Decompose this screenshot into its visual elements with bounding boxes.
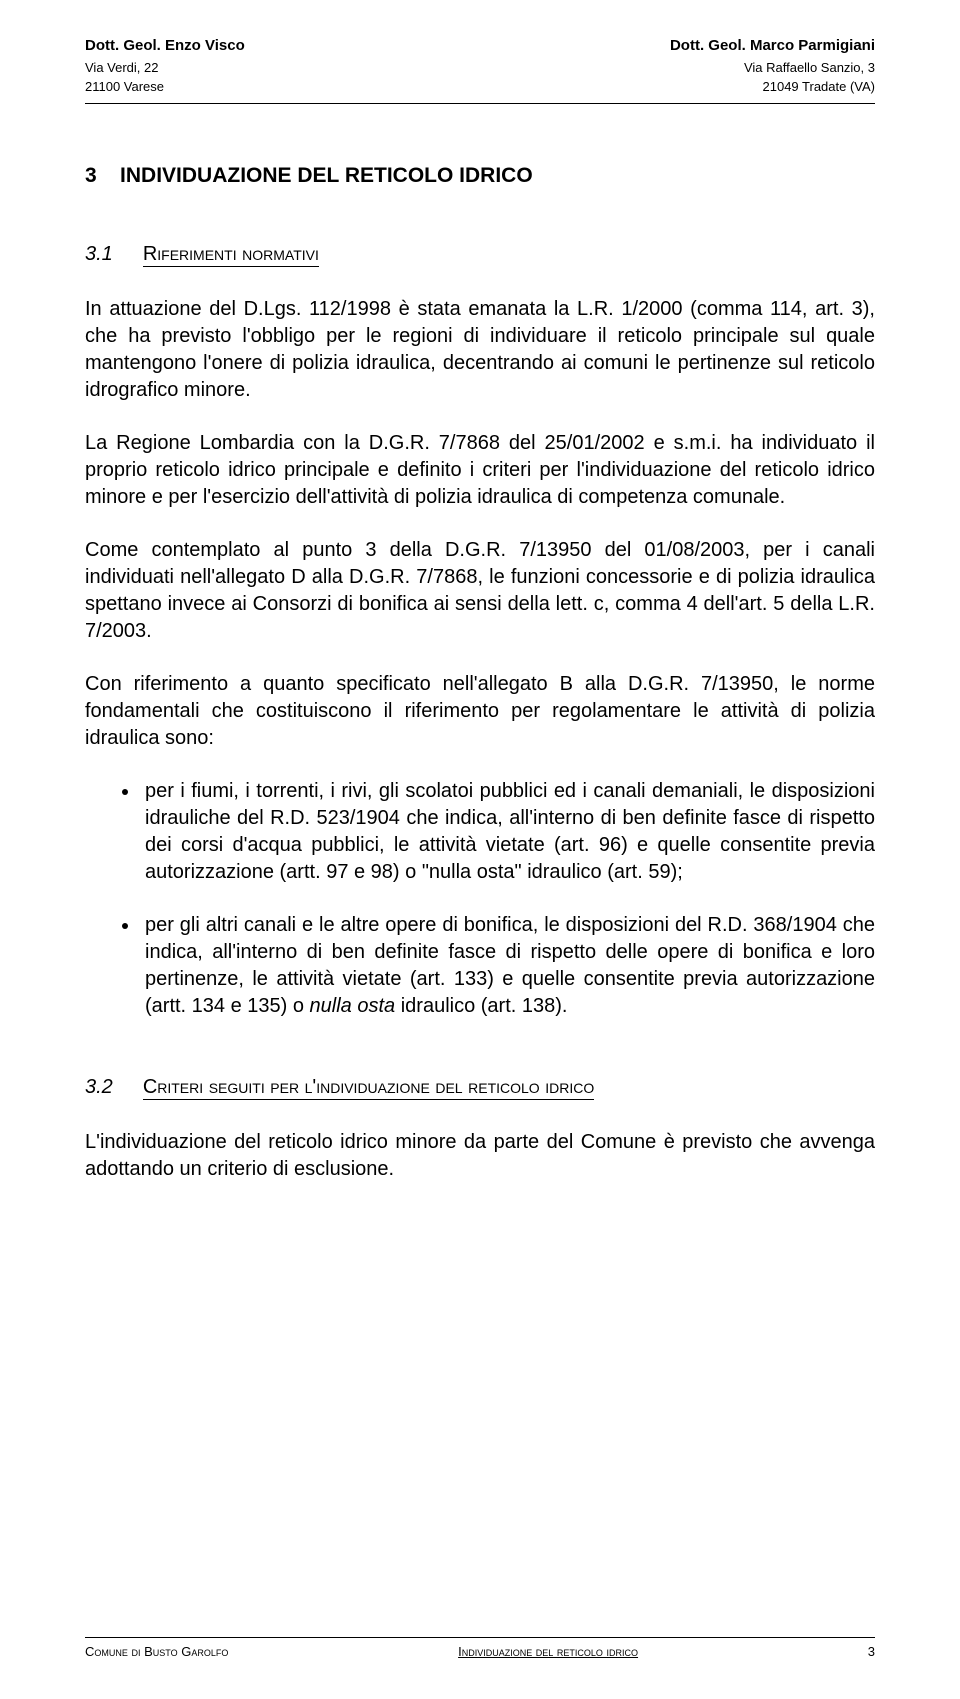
footer-left-text: Comune di Busto Garolfo <box>85 1644 228 1659</box>
author-left-name: Dott. Geol. Enzo Visco <box>85 35 245 58</box>
paragraph-1: In attuazione del D.Lgs. 112/1998 è stat… <box>85 296 875 404</box>
paragraph-2: La Regione Lombardia con la D.G.R. 7/786… <box>85 430 875 511</box>
paragraph-4: Con riferimento a quanto specificato nel… <box>85 671 875 752</box>
subsection-3-2-number: 3.2 <box>85 1076 113 1098</box>
bullet-2-text-c: idraulico (art. 138). <box>395 995 567 1017</box>
bullet-2-italic: nulla osta <box>310 995 396 1017</box>
bullet-list: per i fiumi, i torrenti, i rivi, gli sco… <box>85 778 875 1020</box>
subsection-3-1-number: 3.1 <box>85 243 113 265</box>
spacer <box>85 1046 875 1076</box>
header-left-block: Dott. Geol. Enzo Visco Via Verdi, 22 211… <box>85 35 245 97</box>
subsection-3-2-label: Criteri seguiti per l'individuazione del… <box>143 1076 594 1100</box>
subsection-3-1-heading: 3.1 Riferimenti normativi <box>85 243 875 266</box>
author-right-address: Via Raffaello Sanzio, 3 <box>744 58 875 78</box>
subsection-3-1-label: Riferimenti normativi <box>143 243 319 267</box>
author-left-address: Via Verdi, 22 <box>85 58 245 78</box>
bullet-item-2: per gli altri canali e le altre opere di… <box>140 912 875 1020</box>
header-right-block: Dott. Geol. Marco Parmigiani Via Raffael… <box>670 35 875 97</box>
section-heading: 3 INDIVIDUAZIONE DEL RETICOLO IDRICO <box>85 164 875 188</box>
page-header: Dott. Geol. Enzo Visco Via Verdi, 22 211… <box>85 35 875 104</box>
document-page: Dott. Geol. Enzo Visco Via Verdi, 22 211… <box>0 0 960 1699</box>
footer-page-number: 3 <box>868 1644 875 1659</box>
page-footer: Comune di Busto Garolfo Individuazione d… <box>85 1637 875 1659</box>
section-title-text: INDIVIDUAZIONE DEL RETICOLO IDRICO <box>120 164 533 187</box>
bullet-1-text: per i fiumi, i torrenti, i rivi, gli sco… <box>145 780 875 883</box>
author-right-city: 21049 Tradate (VA) <box>763 77 876 97</box>
author-left-city: 21100 Varese <box>85 77 245 97</box>
paragraph-3: Come contemplato al punto 3 della D.G.R.… <box>85 537 875 645</box>
author-right-name: Dott. Geol. Marco Parmigiani <box>670 35 875 58</box>
paragraph-5: L'individuazione del reticolo idrico min… <box>85 1129 875 1183</box>
section-number: 3 <box>85 164 97 187</box>
bullet-item-1: per i fiumi, i torrenti, i rivi, gli sco… <box>140 778 875 886</box>
footer-center-text: Individuazione del reticolo idrico <box>458 1644 638 1659</box>
subsection-3-2-heading: 3.2 Criteri seguiti per l'individuazione … <box>85 1076 875 1099</box>
